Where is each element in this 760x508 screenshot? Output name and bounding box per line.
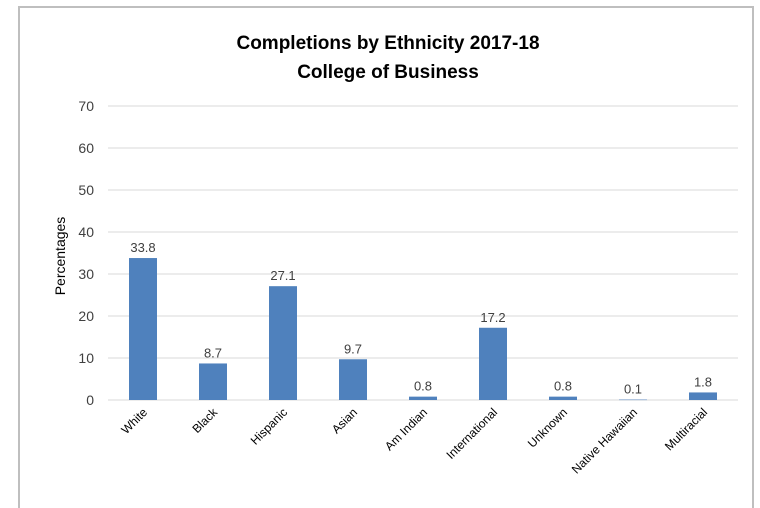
data-label: 1.8 <box>694 374 712 389</box>
chart-title-line-1: Completions by Ethnicity 2017-18 <box>236 33 539 54</box>
data-label: 0.8 <box>554 379 572 394</box>
data-label: 33.8 <box>130 240 155 255</box>
gridlines <box>108 105 738 401</box>
y-tick-label: 50 <box>78 182 94 198</box>
data-label: 0.8 <box>414 379 432 394</box>
data-labels: 33.8 8.7 27.1 9.7 0.8 17.2 0.8 0.1 1.8 <box>130 240 712 397</box>
x-tick-label: Black <box>189 405 220 436</box>
x-tick-label: Am Indian <box>382 405 430 453</box>
y-tick-label: 20 <box>78 308 94 324</box>
data-label: 0.1 <box>624 382 642 397</box>
bar <box>619 399 647 401</box>
x-tick-label: Hispanic <box>248 405 290 447</box>
x-tick-label: Asian <box>329 405 360 436</box>
x-axis-labels: White Black Hispanic Asian Am Indian Internat… <box>119 405 711 477</box>
y-tick-label: 60 <box>78 140 94 156</box>
bar <box>479 327 507 400</box>
data-label: 17.2 <box>480 310 505 325</box>
x-tick-label: International <box>444 405 501 462</box>
bar <box>199 363 227 400</box>
y-tick-label: 40 <box>78 224 94 240</box>
bar <box>339 359 367 400</box>
y-tick-label: 0 <box>86 392 94 408</box>
x-tick-label: Multiracial <box>662 405 710 453</box>
y-tick-label: 70 <box>78 98 94 114</box>
bar <box>689 392 717 400</box>
y-tick-label: 10 <box>78 350 94 366</box>
y-axis-ticks: 0 10 20 30 40 50 60 70 <box>78 98 94 408</box>
bar <box>269 286 297 400</box>
chart-frame <box>18 6 754 508</box>
bars <box>129 258 717 401</box>
bar <box>409 396 437 400</box>
y-tick-label: 30 <box>78 266 94 282</box>
data-label: 9.7 <box>344 341 362 356</box>
y-axis-label: Percentages <box>52 217 68 296</box>
bar <box>549 396 577 400</box>
data-label: 27.1 <box>270 268 295 283</box>
x-tick-label: Native Hawaiian <box>569 405 640 476</box>
bar <box>129 258 157 400</box>
x-tick-label: Unknown <box>525 405 570 450</box>
data-label: 8.7 <box>204 345 222 360</box>
x-tick-label: White <box>119 405 151 437</box>
chart-title-line-2: College of Business <box>297 62 479 83</box>
